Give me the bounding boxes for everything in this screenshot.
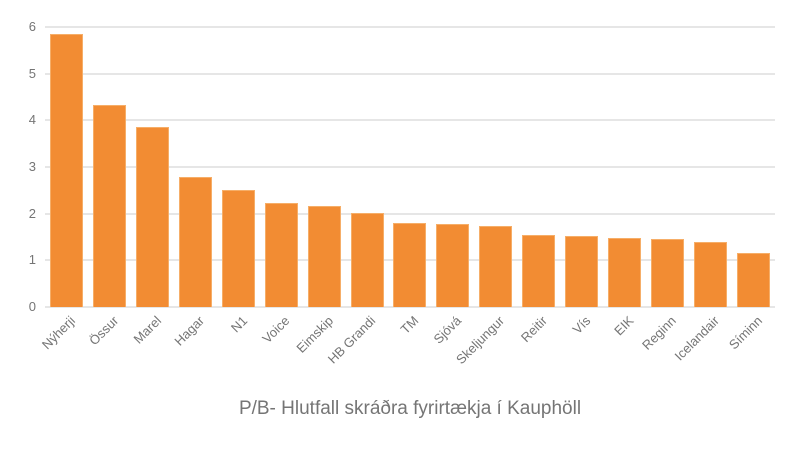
bar-slot-Eimskip xyxy=(303,27,346,307)
bar-Reitir[interactable] xyxy=(522,235,556,307)
x-label-TM: TM xyxy=(397,313,422,337)
x-label-Hagar: Hagar xyxy=(171,313,207,349)
bar-slot-Reitir xyxy=(517,27,560,307)
y-tick-label-2: 2 xyxy=(28,205,36,221)
bar-HB Grandi[interactable] xyxy=(350,212,384,307)
y-tick-label-0: 0 xyxy=(28,299,36,314)
plot-area xyxy=(45,26,775,308)
bar-slot-Síminn xyxy=(732,27,775,307)
bar-slot-Nýherji xyxy=(45,27,88,307)
x-label-Síminn: Síminn xyxy=(725,313,766,353)
bar-slot-N1 xyxy=(217,27,260,307)
x-label-Voice: Voice xyxy=(259,313,293,347)
bar-Nýherji[interactable] xyxy=(49,33,83,307)
bar-Sjóvá[interactable] xyxy=(436,224,470,307)
bar-slot-Icelandair xyxy=(689,27,732,307)
bar-slot-Hagar xyxy=(174,27,217,307)
x-label-Vís: Vís xyxy=(569,313,594,337)
bar-Voice[interactable] xyxy=(264,202,298,307)
x-label-Reginn: Reginn xyxy=(639,313,680,353)
x-label-Reitir: Reitir xyxy=(518,313,551,346)
bar-Marel[interactable] xyxy=(135,127,169,307)
gridline-4 xyxy=(45,119,775,122)
bar-Vís[interactable] xyxy=(565,235,599,307)
x-axis: Nýherji Össur Marel Hagar N1 Voice Eimskip HB G… xyxy=(39,311,775,401)
bar-slot-Skeljungur xyxy=(474,27,517,307)
x-label-Nýherji: Nýherji xyxy=(38,313,79,353)
gridline-0 xyxy=(45,306,775,308)
bar-slot-Vís xyxy=(560,27,603,307)
bar-N1[interactable] xyxy=(221,190,255,307)
bar-Reginn[interactable] xyxy=(651,239,685,307)
gridline-6 xyxy=(45,26,775,28)
bar-Skeljungur[interactable] xyxy=(479,225,513,307)
x-label-Össur: Össur xyxy=(85,313,122,349)
bars-layer xyxy=(45,27,775,307)
bar-Icelandair[interactable] xyxy=(694,242,728,307)
x-label-Icelandair: Icelandair xyxy=(671,313,723,364)
bar-EIK[interactable] xyxy=(608,237,642,307)
bar-TM[interactable] xyxy=(393,222,427,307)
x-label-Eimskip: Eimskip xyxy=(292,313,336,356)
y-tick-label-4: 4 xyxy=(28,112,36,128)
chart-title: P/B- Hlutfall skráðra fyrirtækja í Kauph… xyxy=(238,398,582,419)
bar-Síminn[interactable] xyxy=(736,253,770,307)
bar-slot-Sjóvá xyxy=(431,27,474,307)
bar-slot-Reginn xyxy=(646,27,689,307)
y-tick-label-3: 3 xyxy=(28,159,36,174)
x-label-EIK: EIK xyxy=(610,313,637,339)
bar-slot-HB Grandi xyxy=(346,27,389,307)
x-label-N1: N1 xyxy=(227,313,250,336)
x-label-Sjóvá: Sjóvá xyxy=(430,313,465,347)
bar-slot-TM xyxy=(389,27,432,307)
y-tick-label-1: 1 xyxy=(28,252,36,268)
y-tick-label-6: 6 xyxy=(28,19,36,34)
bar-slot-Össur xyxy=(88,27,131,307)
bar-Hagar[interactable] xyxy=(178,176,212,307)
bar-Össur[interactable] xyxy=(92,104,126,307)
bar-Eimskip[interactable] xyxy=(307,205,341,307)
bar-slot-Marel xyxy=(131,27,174,307)
bar-slot-EIK xyxy=(603,27,646,307)
gridline-5 xyxy=(45,72,775,75)
y-tick-label-5: 5 xyxy=(28,65,36,81)
gridline-2 xyxy=(45,212,775,215)
x-label-Marel: Marel xyxy=(130,313,164,347)
bar-slot-Voice xyxy=(260,27,303,307)
gridline-3 xyxy=(45,166,775,168)
